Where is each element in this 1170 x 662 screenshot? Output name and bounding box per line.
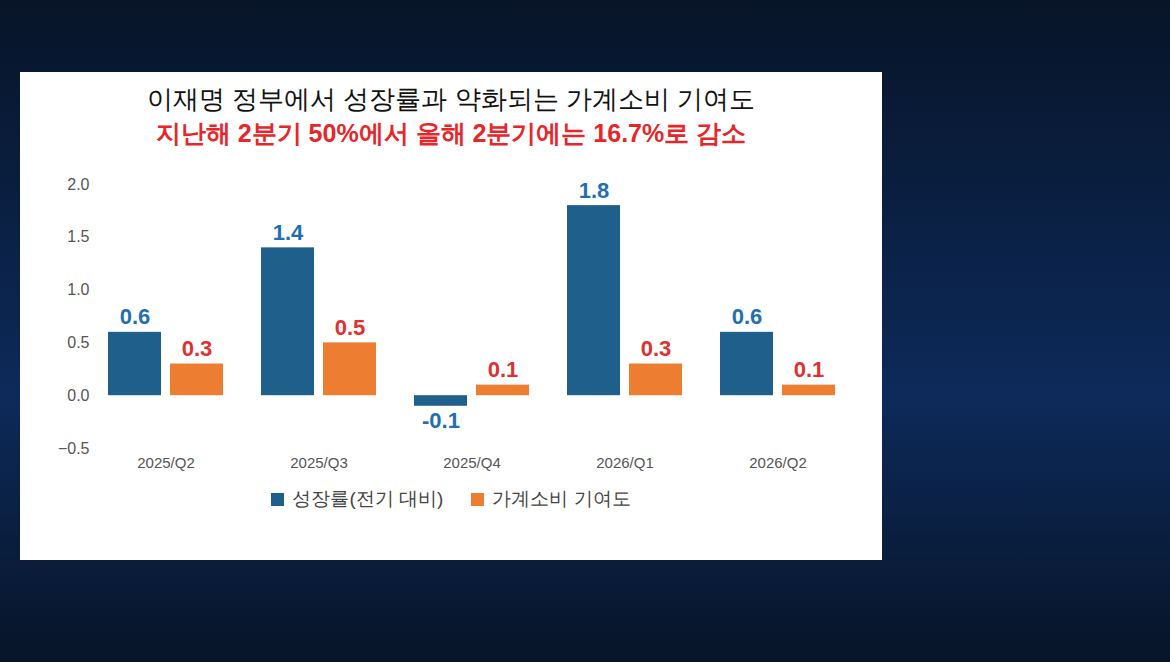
svg-text:0.6: 0.6	[732, 304, 763, 329]
svg-text:1.4: 1.4	[273, 220, 304, 245]
svg-text:2025/Q2: 2025/Q2	[137, 454, 195, 471]
svg-text:0.3: 0.3	[641, 336, 672, 361]
svg-text:1.5: 1.5	[67, 228, 89, 245]
html-text:성장률(전기 대비): 성장률(전기 대비)	[292, 488, 444, 509]
svg-text:0.0: 0.0	[67, 387, 89, 404]
svg-text:0.1: 0.1	[488, 357, 519, 382]
svg-text:−0.5: −0.5	[58, 440, 90, 457]
svg-text:2025/Q3: 2025/Q3	[290, 454, 348, 471]
svg-text:1.8: 1.8	[579, 178, 610, 203]
svg-text:0.5: 0.5	[335, 315, 366, 340]
html-text:이재명 정부에서 성장률과 약화되는 가계소비 기여도: 이재명 정부에서 성장률과 약화되는 가계소비 기여도	[146, 84, 756, 114]
svg-text:0.6: 0.6	[120, 304, 151, 329]
svg-text:0.1: 0.1	[794, 357, 825, 382]
svg-text:0.5: 0.5	[67, 334, 89, 351]
svg-text:2026/Q2: 2026/Q2	[749, 454, 807, 471]
svg-text:0.3: 0.3	[182, 336, 213, 361]
svg-text:2.0: 2.0	[67, 176, 89, 193]
html-text:지난해 2분기 50%에서 올해 2분기에는 16.7%로: 지난해 2분기 50%에서 올해 2분기에는 16.7%로 감소	[155, 119, 747, 147]
html-text:가계소비 기여도: 가계소비 기여도	[492, 488, 631, 509]
svg-text:2026/Q1: 2026/Q1	[596, 454, 654, 471]
svg-text:1.0: 1.0	[67, 281, 89, 298]
svg-text:2025/Q4: 2025/Q4	[443, 454, 501, 471]
svg-text:-0.1: -0.1	[422, 408, 460, 433]
